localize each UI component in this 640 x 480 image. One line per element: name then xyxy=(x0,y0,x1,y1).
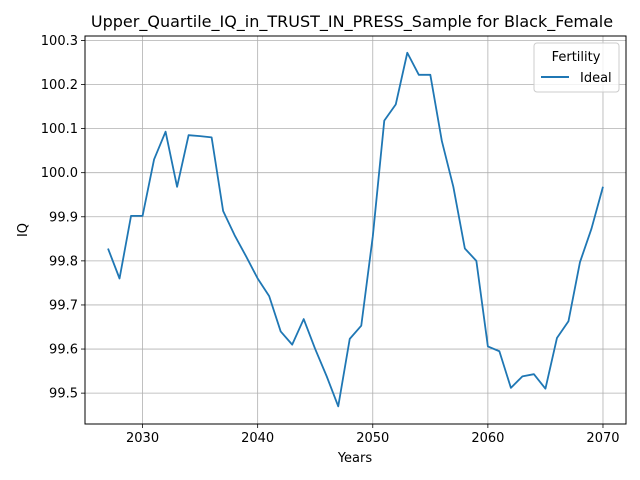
y-tick-label: 99.5 xyxy=(49,387,78,402)
legend: Fertility Ideal xyxy=(533,42,620,93)
y-axis-label: IQ xyxy=(16,223,31,237)
x-tick-label: 2040 xyxy=(241,431,274,446)
x-tick-label: 2060 xyxy=(471,431,504,446)
legend-title: Fertility xyxy=(552,50,601,65)
y-tick-label: 100.3 xyxy=(41,34,78,49)
series-lines xyxy=(107,51,604,408)
x-tick-label: 2070 xyxy=(586,431,619,446)
y-tick-label: 99.7 xyxy=(49,298,78,313)
series-line-ideal xyxy=(107,51,604,408)
y-tick-label: 99.8 xyxy=(49,254,78,269)
y-tick-label: 100.2 xyxy=(41,78,78,93)
y-tick-label: 100.1 xyxy=(41,122,78,137)
x-axis-ticks: 2030 2040 2050 2060 2070 xyxy=(126,424,620,446)
y-tick-label: 99.9 xyxy=(49,210,78,225)
y-tick-label: 99.6 xyxy=(49,343,78,358)
x-tick-label: 2030 xyxy=(126,431,159,446)
legend-box xyxy=(533,42,620,93)
y-tick-label: 100.0 xyxy=(41,166,78,181)
chart-title: Upper_Quartile_IQ_in_TRUST_IN_PRESS_Samp… xyxy=(91,12,613,32)
x-axis-label: Years xyxy=(337,451,373,466)
x-tick-label: 2050 xyxy=(356,431,389,446)
plot-frame xyxy=(84,35,627,425)
legend-label-ideal: Ideal xyxy=(580,71,612,86)
y-axis-ticks: 99.5 99.6 99.7 99.8 99.9 100.0 100.1 100.2 100.3 xyxy=(41,34,85,402)
